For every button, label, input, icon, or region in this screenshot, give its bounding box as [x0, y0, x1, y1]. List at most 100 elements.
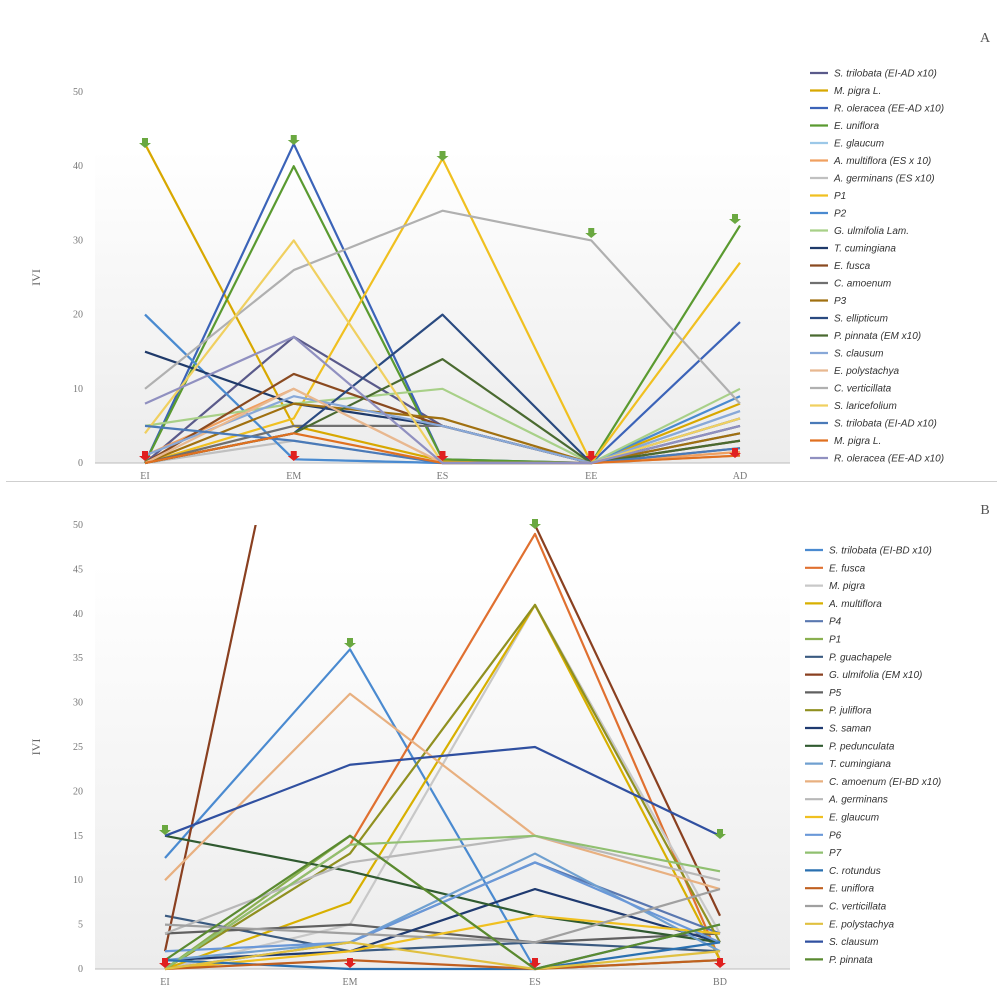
y-tick-label: 10 — [73, 875, 83, 886]
series-line — [163, 525, 721, 952]
x-tick-label: EI — [140, 471, 149, 482]
y-tick-label: 25 — [73, 742, 83, 753]
x-tick-label: BD — [713, 977, 727, 988]
legend-label: C. amoenum — [834, 279, 891, 290]
plot-background — [95, 150, 790, 463]
x-tick-label: ES — [437, 471, 449, 482]
chart-panel-a: 0 10 20 30 40 50 EI EM ES EE AD IVI A S. trilobata (E… — [0, 0, 1003, 482]
legend-label: E. polystachya — [829, 919, 894, 930]
legend-label: E. fusca — [829, 563, 866, 574]
y-tick-label: 20 — [73, 310, 83, 321]
legend-label: P. pedunculata — [829, 741, 895, 752]
panel-letter: B — [980, 503, 989, 518]
green-arrow-icon — [344, 638, 356, 648]
legend-label: E. glaucum — [834, 139, 884, 150]
red-arrow-icon — [344, 958, 356, 968]
legend-label: C. amoenum (EI-BD x10) — [829, 777, 941, 788]
legend-label: S. clausum — [834, 349, 883, 360]
legend-label: P1 — [829, 635, 841, 646]
y-tick-label: 0 — [78, 458, 83, 469]
legend-label: S. clausum — [829, 937, 878, 948]
red-arrow-icon — [139, 451, 151, 461]
chart-b-svg: 0 5 10 15 20 25 30 35 40 45 50 EI EM ES BD IVI B S. trilo… — [29, 503, 990, 988]
series-group — [163, 525, 722, 971]
y-tick-label: 5 — [78, 920, 83, 931]
x-tick-label: ES — [529, 977, 541, 988]
y-tick-label: 0 — [78, 964, 83, 975]
legend-label: M. pigra L. — [834, 436, 881, 447]
legend-label: C. verticillata — [834, 384, 892, 395]
legend-label: P4 — [829, 617, 842, 628]
series-line — [164, 692, 721, 891]
y-axis-label: IVI — [29, 269, 43, 286]
legend-label: P7 — [829, 848, 842, 859]
series-line — [164, 834, 721, 971]
y-tick-label: 40 — [73, 161, 83, 172]
legend-label: S. saman — [829, 724, 872, 735]
legend-label: P2 — [834, 209, 847, 220]
series-group — [144, 142, 741, 465]
red-arrow-icon — [729, 448, 741, 458]
series-line — [164, 888, 721, 944]
red-arrow-icon — [585, 451, 598, 461]
y-tick-label: 30 — [73, 698, 83, 709]
panel-letter: A — [980, 31, 991, 46]
legend-label: A. germinans (ES x10) — [833, 174, 935, 185]
green-arrow-icon — [729, 214, 741, 224]
y-axis-label: IVI — [29, 739, 43, 756]
y-tick-label: 20 — [73, 786, 83, 797]
red-arrow-icon — [287, 451, 300, 461]
legend-label: M. pigra — [829, 581, 866, 592]
series-line — [164, 914, 721, 971]
legend-label: P. guachapele — [829, 652, 892, 663]
legend-label: E. fusca — [834, 261, 871, 272]
legend-label: S. trilobata (EI-AD x10) — [834, 419, 937, 430]
green-arrow-icon — [287, 135, 300, 145]
legend-label: G. ulmifolia (EM x10) — [829, 670, 922, 681]
legend-label: C. verticillata — [829, 902, 887, 913]
legend-label: T. cumingiana — [829, 759, 891, 770]
legend-label: G. ulmifolia Lam. — [834, 226, 909, 237]
series-line — [144, 402, 741, 465]
legend-label: M. pigra L. — [834, 86, 881, 97]
legend-label: P. pinnata (EM x10) — [834, 331, 921, 342]
series-line — [164, 941, 721, 971]
green-arrow-icon — [139, 138, 151, 148]
series-line — [144, 395, 741, 465]
x-tick-label: EE — [585, 471, 597, 482]
red-arrow-icon — [714, 958, 726, 968]
legend-label: S. laricefolium — [834, 401, 897, 412]
y-tick-label: 10 — [73, 384, 83, 395]
series-line — [164, 745, 721, 837]
legend-label: P3 — [834, 296, 847, 307]
legend-label: P5 — [829, 688, 842, 699]
x-tick-label: EI — [160, 977, 169, 988]
legend-label: E. glaucum — [829, 813, 879, 824]
red-arrow-icon — [436, 451, 449, 461]
series-line — [144, 209, 741, 405]
legend-label: R. oleracea (EE-AD x10) — [834, 454, 944, 465]
green-arrow-icon — [159, 825, 171, 835]
y-tick-label: 30 — [73, 235, 83, 246]
x-tick-label: AD — [733, 471, 747, 482]
legend-label: S. ellipticum — [834, 314, 888, 325]
green-arrow-icon — [529, 519, 541, 529]
green-arrow-icon — [714, 829, 726, 839]
chart-panel-b: 0 5 10 15 20 25 30 35 40 45 50 EI EM ES BD IVI B S. trilo… — [0, 484, 1003, 989]
legend-label: E. uniflora — [829, 884, 874, 895]
legend-label: R. oleracea (EE-AD x10) — [834, 104, 944, 115]
legend-label: P6 — [829, 830, 842, 841]
x-tick-label: EM — [343, 977, 358, 988]
red-arrow-icon — [529, 958, 541, 968]
green-arrow-icon — [436, 151, 449, 161]
legend-label: A. germinans — [828, 795, 888, 806]
x-tick-label: EM — [286, 471, 301, 482]
panel-divider — [6, 481, 997, 482]
series-line — [144, 335, 741, 465]
legend-label: S. trilobata (EI-BD x10) — [829, 546, 932, 557]
legend-label: E. uniflora — [834, 121, 879, 132]
chart-a-svg: 0 10 20 30 40 50 EI EM ES EE AD IVI A S. trilobata (E… — [29, 31, 991, 482]
legend-label: P1 — [834, 191, 846, 202]
series-line — [164, 834, 721, 944]
y-tick-label: 50 — [73, 520, 83, 531]
